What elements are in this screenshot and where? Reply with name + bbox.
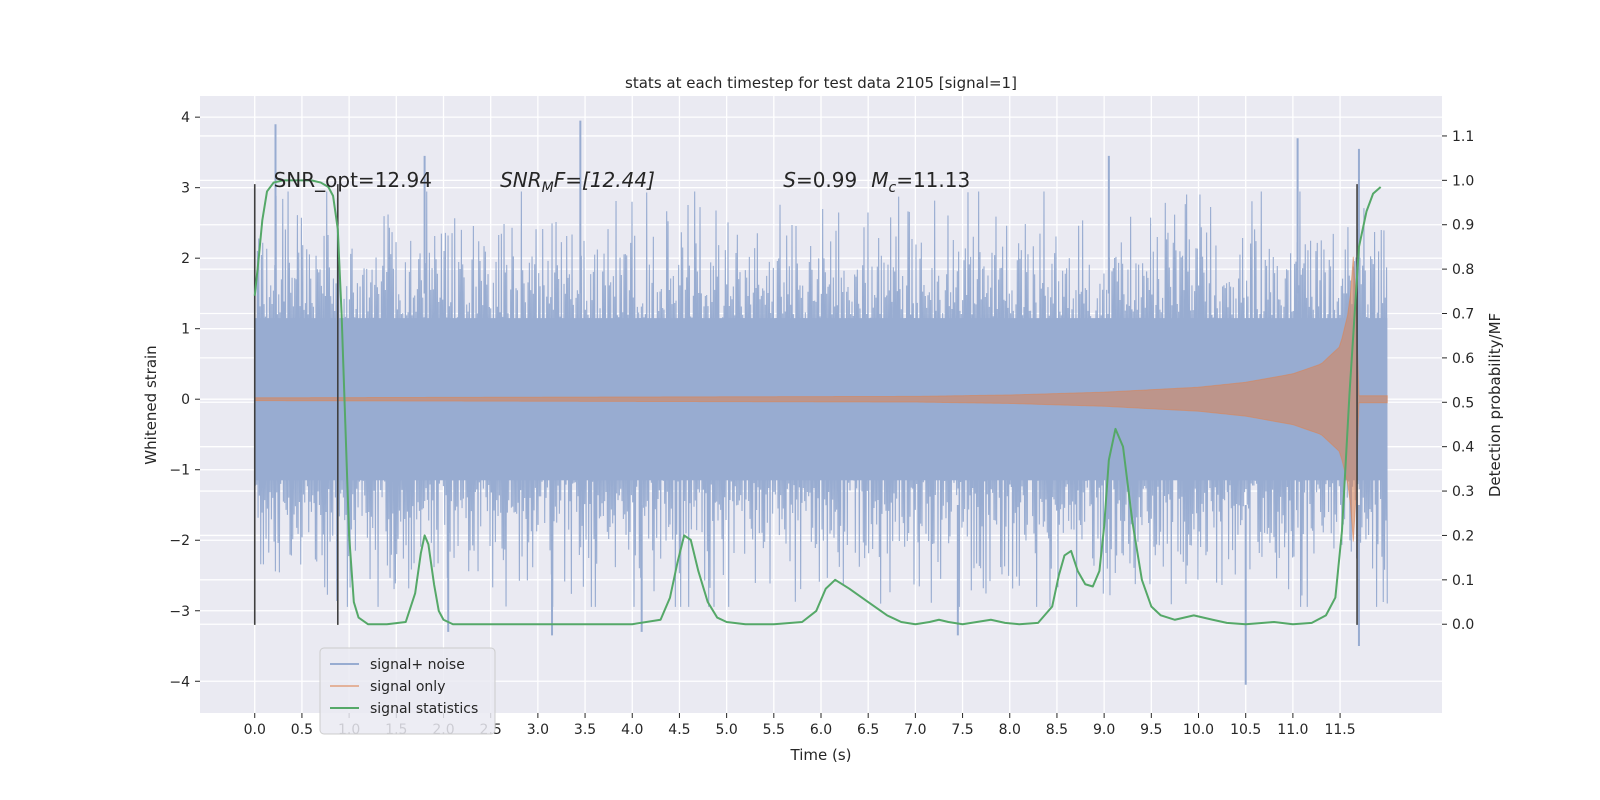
annotation-mc-symbol: M <box>871 168 888 192</box>
x-axis-label: Time (s) <box>790 746 852 764</box>
y-ticks-right: 0.0 0.1 0.2 0.3 0.4 0.5 0.6 0.7 0.8 0.9 1.0 1.1 <box>1442 129 1474 633</box>
annotation-mc-value: =11.13 <box>896 168 970 192</box>
y-left-tick-label-6: 2 <box>181 251 190 267</box>
y-left-tick-label-3: −1 <box>169 463 190 479</box>
x-tick-label-21: 10.5 <box>1230 722 1261 738</box>
annotation-mc-subscript: c <box>889 180 897 196</box>
y-right-tick-label-10: 1.0 <box>1452 173 1474 189</box>
signal-only-envelope <box>254 256 1388 542</box>
y-right-tick-label-7: 0.7 <box>1452 307 1474 323</box>
annotation-s-value: =0.99 <box>796 168 857 192</box>
x-tick-label-19: 9.5 <box>1140 722 1162 738</box>
y-right-tick-label-5: 0.5 <box>1452 395 1474 411</box>
y-right-tick-label-9: 0.9 <box>1452 218 1474 234</box>
x-tick-label-6: 3.0 <box>527 722 549 738</box>
stats-series <box>253 179 1382 626</box>
y-right-tick-label-8: 0.8 <box>1452 262 1474 278</box>
annotation-s-symbol: S <box>783 168 796 192</box>
x-tick-label-22: 11.0 <box>1277 722 1308 738</box>
x-tick-label-10: 5.0 <box>715 722 737 738</box>
legend-label-noise: signal+ noise <box>370 657 465 673</box>
legend-label-signal: signal only <box>370 679 445 695</box>
chart-title: stats at each timestep for test data 210… <box>625 74 1017 92</box>
y-right-tick-label-1: 0.1 <box>1452 573 1474 589</box>
y-left-tick-label-5: 1 <box>181 322 190 338</box>
x-tick-label-0: 0.0 <box>244 722 266 738</box>
x-tick-label-14: 7.0 <box>904 722 926 738</box>
annotation-snr-mf: SNRMF=[12.44] <box>500 168 655 196</box>
y-axis-label-right: Detection probability/MF <box>1486 313 1504 497</box>
y-right-tick-label-11: 1.1 <box>1452 129 1474 145</box>
annotation-s-mc: S=0.99 Mc=11.13 <box>783 168 970 196</box>
x-tick-label-8: 4.0 <box>621 722 643 738</box>
x-tick-label-18: 9.0 <box>1093 722 1115 738</box>
y-right-tick-label-3: 0.3 <box>1452 484 1474 500</box>
annotations: SNR_opt=12.94 SNRMF=[12.44] S=0.99 Mc=11.… <box>274 168 971 196</box>
x-tick-label-13: 6.5 <box>857 722 879 738</box>
x-tick-label-9: 4.5 <box>668 722 690 738</box>
y-left-tick-label-2: −2 <box>169 533 190 549</box>
annotation-snr-mf-symbol: SNR <box>500 168 542 192</box>
y-ticks-left: −4 −3 −2 −1 0 1 2 3 4 <box>169 110 200 690</box>
annotation-snr-mf-value: F=[12.44] <box>554 168 655 192</box>
y-left-tick-label-7: 3 <box>181 181 190 197</box>
legend: signal+ noise signal only signal statist… <box>319 647 496 735</box>
y-left-tick-label-4: 0 <box>181 392 190 408</box>
y-right-tick-label-4: 0.4 <box>1452 440 1474 456</box>
x-tick-label-17: 8.5 <box>1046 722 1068 738</box>
y-left-tick-label-1: −3 <box>169 604 190 620</box>
y-right-tick-label-2: 0.2 <box>1452 528 1474 544</box>
x-tick-label-1: 0.5 <box>291 722 313 738</box>
x-tick-label-16: 8.0 <box>999 722 1021 738</box>
annotation-snr-opt: SNR_opt=12.94 <box>274 168 432 192</box>
x-tick-label-12: 6.0 <box>810 722 832 738</box>
y-left-tick-label-0: −4 <box>169 674 190 690</box>
y-right-tick-label-6: 0.6 <box>1452 351 1474 367</box>
y-left-tick-label-8: 4 <box>181 110 190 126</box>
annotation-snr-mf-subscript: M <box>542 180 554 196</box>
legend-box <box>319 647 496 735</box>
y-right-tick-label-0: 0.0 <box>1452 617 1474 633</box>
legend-label-stats: signal statistics <box>370 701 478 717</box>
x-tick-label-23: 11.5 <box>1324 722 1355 738</box>
x-tick-label-7: 3.5 <box>574 722 596 738</box>
vertical-lines <box>253 184 1358 625</box>
x-tick-label-11: 5.5 <box>763 722 785 738</box>
x-tick-label-20: 10.0 <box>1183 722 1214 738</box>
y-axis-label-left: Whitened strain <box>142 345 160 464</box>
signal-only-series <box>254 256 1388 542</box>
x-tick-label-15: 7.5 <box>951 722 973 738</box>
stats-line <box>253 179 1382 626</box>
